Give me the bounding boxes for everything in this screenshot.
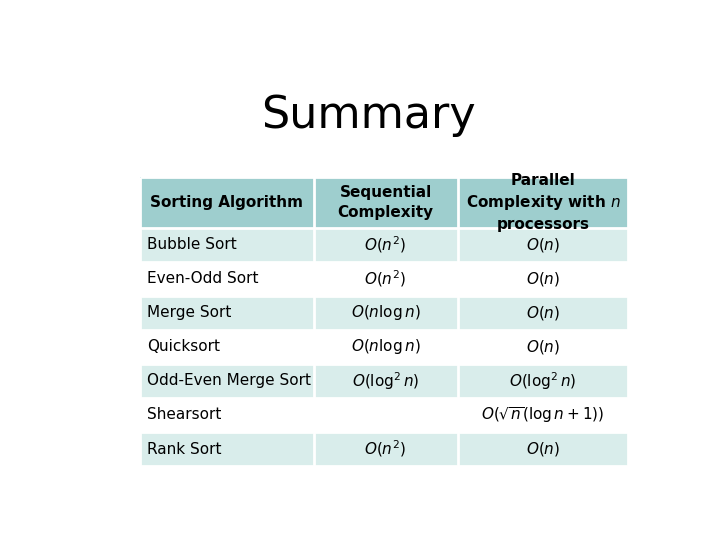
Text: Shearsort: Shearsort bbox=[148, 408, 222, 422]
Text: Bubble Sort: Bubble Sort bbox=[148, 237, 237, 252]
Text: $O(n)$: $O(n)$ bbox=[526, 235, 560, 254]
Text: $O(\sqrt{n}(\log n+1))$: $O(\sqrt{n}(\log n+1))$ bbox=[481, 405, 605, 425]
Text: $O(\log^2 n)$: $O(\log^2 n)$ bbox=[352, 370, 419, 392]
Bar bbox=[140, 364, 629, 398]
Text: Sequential
Complexity: Sequential Complexity bbox=[338, 185, 433, 220]
Text: Summary: Summary bbox=[261, 94, 477, 137]
Text: $O(n)$: $O(n)$ bbox=[526, 338, 560, 356]
Text: $O(n^2)$: $O(n^2)$ bbox=[364, 234, 407, 255]
Text: Odd-Even Merge Sort: Odd-Even Merge Sort bbox=[148, 373, 312, 388]
Bar bbox=[140, 262, 629, 296]
Bar bbox=[140, 296, 629, 330]
Text: $O(\log^2 n)$: $O(\log^2 n)$ bbox=[509, 370, 577, 392]
Bar bbox=[140, 177, 629, 228]
Text: Sorting Algorithm: Sorting Algorithm bbox=[150, 195, 303, 210]
Bar bbox=[140, 228, 629, 262]
Text: $O(n^2)$: $O(n^2)$ bbox=[364, 268, 407, 289]
Text: Parallel
Complexity with $n$
processors: Parallel Complexity with $n$ processors bbox=[466, 173, 621, 232]
Text: Merge Sort: Merge Sort bbox=[148, 305, 232, 320]
Text: $O(n\log n)$: $O(n\log n)$ bbox=[351, 338, 420, 356]
Text: $O(n\log n)$: $O(n\log n)$ bbox=[351, 303, 420, 322]
Text: Even-Odd Sort: Even-Odd Sort bbox=[148, 271, 259, 286]
Bar bbox=[140, 398, 629, 432]
Text: $O(n^2)$: $O(n^2)$ bbox=[364, 438, 407, 460]
Text: Rank Sort: Rank Sort bbox=[148, 442, 222, 456]
Text: $O(n)$: $O(n)$ bbox=[526, 269, 560, 288]
Text: Quicksort: Quicksort bbox=[148, 339, 220, 354]
Bar bbox=[140, 330, 629, 364]
Bar bbox=[140, 432, 629, 466]
Text: $O(n)$: $O(n)$ bbox=[526, 440, 560, 458]
Text: $O(n)$: $O(n)$ bbox=[526, 304, 560, 322]
